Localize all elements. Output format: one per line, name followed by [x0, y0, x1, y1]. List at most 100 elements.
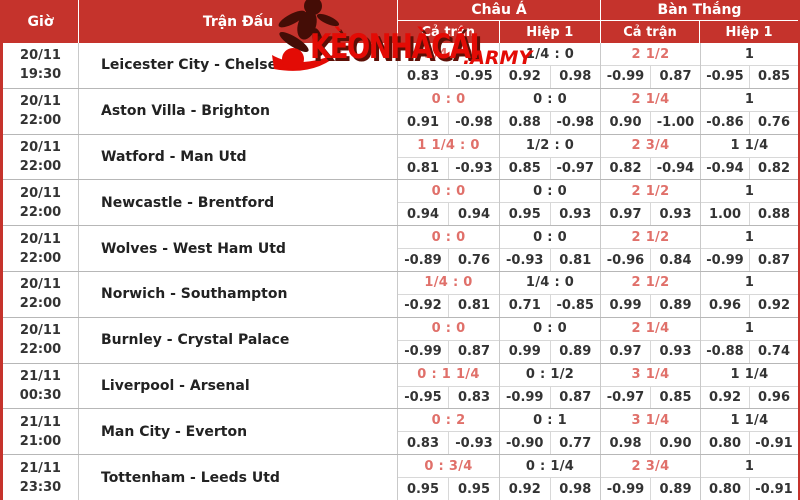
match-hour: 22:00: [19, 250, 62, 266]
asian-firsthalf-away-odds: 0.87: [549, 386, 601, 409]
match-date: 21/11: [20, 368, 61, 384]
goals-firsthalf-cell: 1 0.96 0.92: [700, 271, 798, 317]
asian-firsthalf-handicap: 1/4 : 0: [525, 46, 575, 62]
asian-firsthalf-home-odds: 0.92: [508, 69, 541, 85]
asian-fulltime-handicap: 0 : 0: [431, 321, 466, 337]
match-name[interactable]: Tottenham - Leeds Utd: [78, 455, 397, 500]
match-date: 20/11: [20, 277, 61, 293]
match-date: 20/11: [20, 231, 61, 247]
col-group-asian-label: Châu Á: [398, 0, 600, 21]
match-row: 20/11 22:00 Norwich - Southampton 1/4 : …: [3, 271, 798, 318]
goals-fulltime-over-odds: -0.96: [606, 252, 645, 268]
goals-fulltime-over-odds: 0.97: [609, 344, 642, 360]
goals-firsthalf-under-odds: 0.82: [749, 157, 798, 180]
goals-firsthalf-cell: 1 -0.95 0.85: [700, 43, 798, 88]
asian-firsthalf-home-odds: -0.99: [506, 389, 544, 405]
goals-firsthalf-cell: 1 0.80 -0.91: [700, 455, 798, 500]
goals-firsthalf-under-odds: 0.92: [749, 294, 798, 317]
goals-firsthalf-cell: 1 1/4 -0.94 0.82: [700, 134, 798, 180]
asian-firsthalf-handicap: 0 : 0: [533, 92, 567, 108]
match-name[interactable]: Man City - Everton: [78, 409, 397, 455]
asian-fulltime-cell: 3/4 : 0 0.83 -0.95: [397, 43, 499, 88]
goals-fulltime-under-odds: 0.84: [650, 249, 700, 271]
match-row: 20/11 22:00 Burnley - Crystal Palace 0 :…: [3, 317, 798, 364]
match-time-cell: 21/11 23:30: [3, 455, 78, 500]
goals-fulltime-under-odds: -0.94: [650, 157, 700, 180]
goals-firsthalf-line: 1: [744, 183, 755, 199]
match-name[interactable]: Burnley - Crystal Palace: [78, 317, 397, 363]
asian-fulltime-home-odds: 0.91: [406, 115, 440, 131]
asian-firsthalf-away-odds: -0.97: [549, 157, 601, 180]
asian-firsthalf-handicap: 0 : 0: [533, 321, 567, 337]
asian-fulltime-handicap: 0 : 1 1/4: [417, 367, 480, 383]
goals-fulltime-over-odds: 0.90: [609, 115, 642, 131]
goals-firsthalf-cell: 1 -0.88 0.74: [700, 317, 798, 363]
match-name[interactable]: Newcastle - Brentford: [78, 180, 397, 226]
goals-firsthalf-under-odds: 0.74: [749, 340, 798, 363]
match-time-cell: 20/11 22:00: [3, 272, 78, 317]
goals-firsthalf-over-odds: -0.86: [706, 115, 744, 131]
goals-fulltime-line: 2 1/2: [631, 46, 670, 62]
goals-fulltime-cell: 2 1/2 -0.99 0.87: [600, 43, 700, 88]
asian-firsthalf-home-odds: 0.99: [508, 344, 541, 360]
goals-fulltime-cell: 2 1/2 0.99 0.89: [600, 271, 700, 317]
asian-fulltime-cell: 1/4 : 0 -0.92 0.81: [397, 271, 499, 317]
asian-fulltime-away-odds: -0.93: [448, 432, 499, 455]
asian-fulltime-cell: 0 : 3/4 0.95 0.95: [397, 455, 499, 500]
goals-fulltime-cell: 2 1/2 0.97 0.93: [600, 180, 700, 226]
goals-fulltime-over-odds: -0.97: [606, 389, 645, 405]
goals-fulltime-cell: 2 3/4 -0.99 0.89: [600, 455, 700, 500]
match-row: 21/11 23:30 Tottenham - Leeds Utd 0 : 3/…: [3, 455, 798, 500]
match-name[interactable]: Leicester City - Chelsea: [78, 43, 397, 88]
goals-firsthalf-cell: 1 1/4 0.92 0.96: [700, 363, 798, 409]
goals-fulltime-cell: 3 1/4 -0.97 0.85: [600, 363, 700, 409]
asian-fulltime-cell: 1 1/4 : 0 0.81 -0.93: [397, 134, 499, 180]
match-time-cell: 20/11 22:00: [3, 226, 78, 271]
col-header-asian-fulltime: Cả trận: [398, 21, 499, 43]
match-date: 20/11: [20, 48, 61, 64]
match-hour: 21:00: [19, 433, 62, 449]
asian-firsthalf-cell: 1/4 : 0 0.92 0.98: [499, 43, 600, 88]
goals-fulltime-over-odds: 0.97: [609, 206, 642, 222]
asian-fulltime-cell: 0 : 0 0.91 -0.98: [397, 88, 499, 134]
match-name[interactable]: Watford - Man Utd: [78, 134, 397, 180]
asian-fulltime-cell: 0 : 2 0.83 -0.93: [397, 409, 499, 455]
goals-firsthalf-under-odds: -0.91: [749, 478, 798, 500]
match-name[interactable]: Aston Villa - Brighton: [78, 88, 397, 134]
asian-fulltime-away-odds: 0.87: [448, 340, 499, 363]
goals-firsthalf-line: 1: [744, 458, 755, 474]
asian-firsthalf-home-odds: 0.92: [508, 481, 541, 497]
col-group-asian: Châu Á Cả trận Hiệp 1: [397, 0, 600, 43]
col-header-asian-firsthalf: Hiệp 1: [498, 21, 600, 43]
goals-firsthalf-over-odds: -0.94: [706, 160, 744, 176]
goals-firsthalf-over-odds: -0.88: [706, 344, 744, 360]
goals-firsthalf-cell: 1 1/4 0.80 -0.91: [700, 409, 798, 455]
col-group-goals: Bàn Thắng Cả trận Hiệp 1: [600, 0, 798, 43]
match-row: 20/11 22:00 Watford - Man Utd 1 1/4 : 0 …: [3, 134, 798, 181]
goals-fulltime-cell: 2 1/2 -0.96 0.84: [600, 226, 700, 271]
match-date: 21/11: [20, 460, 61, 476]
asian-fulltime-home-odds: 0.83: [406, 435, 440, 451]
match-name[interactable]: Norwich - Southampton: [78, 271, 397, 317]
goals-firsthalf-under-odds: 0.85: [749, 66, 798, 88]
match-row: 21/11 00:30 Liverpool - Arsenal 0 : 1 1/…: [3, 363, 798, 410]
goals-fulltime-under-odds: 0.89: [650, 294, 700, 317]
goals-fulltime-cell: 2 1/4 0.90 -1.00: [600, 88, 700, 134]
match-date: 20/11: [20, 323, 61, 339]
match-hour: 00:30: [19, 387, 62, 403]
asian-firsthalf-home-odds: 0.88: [508, 115, 541, 131]
asian-fulltime-home-odds: 0.94: [406, 206, 440, 222]
asian-firsthalf-home-odds: 0.85: [508, 160, 541, 176]
goals-fulltime-under-odds: 0.87: [650, 66, 700, 88]
asian-firsthalf-away-odds: 0.98: [549, 478, 601, 500]
asian-firsthalf-away-odds: -0.98: [549, 111, 601, 134]
asian-firsthalf-home-odds: -0.90: [506, 435, 544, 451]
goals-fulltime-under-odds: 0.89: [650, 478, 700, 500]
goals-firsthalf-line: 1: [744, 229, 755, 245]
match-time-cell: 21/11 21:00: [3, 409, 78, 454]
asian-firsthalf-cell: 0 : 1/2 -0.99 0.87: [499, 363, 601, 409]
match-name[interactable]: Wolves - West Ham Utd: [78, 226, 397, 271]
match-name[interactable]: Liverpool - Arsenal: [78, 363, 397, 409]
asian-firsthalf-handicap: 0 : 1/4: [525, 458, 575, 474]
